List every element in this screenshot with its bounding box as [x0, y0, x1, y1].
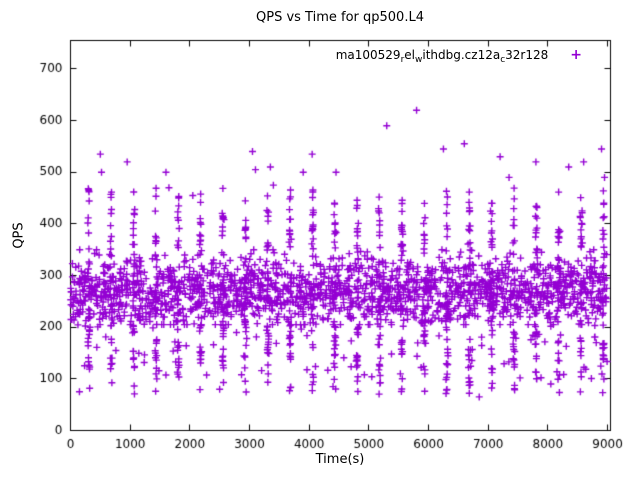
legend-text-segment: w [414, 55, 423, 65]
y-axis-label: QPS [11, 222, 27, 249]
chart-title: QPS vs Time for qp500.L4 [256, 10, 424, 25]
legend-text-segment: r [400, 55, 405, 65]
legend-series-label: ma100529relwithdbg.cz12ac32r128 [335, 48, 549, 65]
legend-plus-marker-icon: + [570, 47, 582, 63]
x-axis-label: Time(s) [315, 452, 365, 467]
legend-text-segment: c [500, 55, 506, 65]
legend: ma100529relwithdbg.cz12ac32r128 + [335, 47, 588, 65]
legend-text-segment: ma100529 [335, 48, 401, 62]
legend-text-segment: 32r128 [505, 48, 549, 62]
legend-text-segment: el [404, 48, 415, 62]
legend-text-segment: ithdbg.cz12a [422, 48, 501, 62]
